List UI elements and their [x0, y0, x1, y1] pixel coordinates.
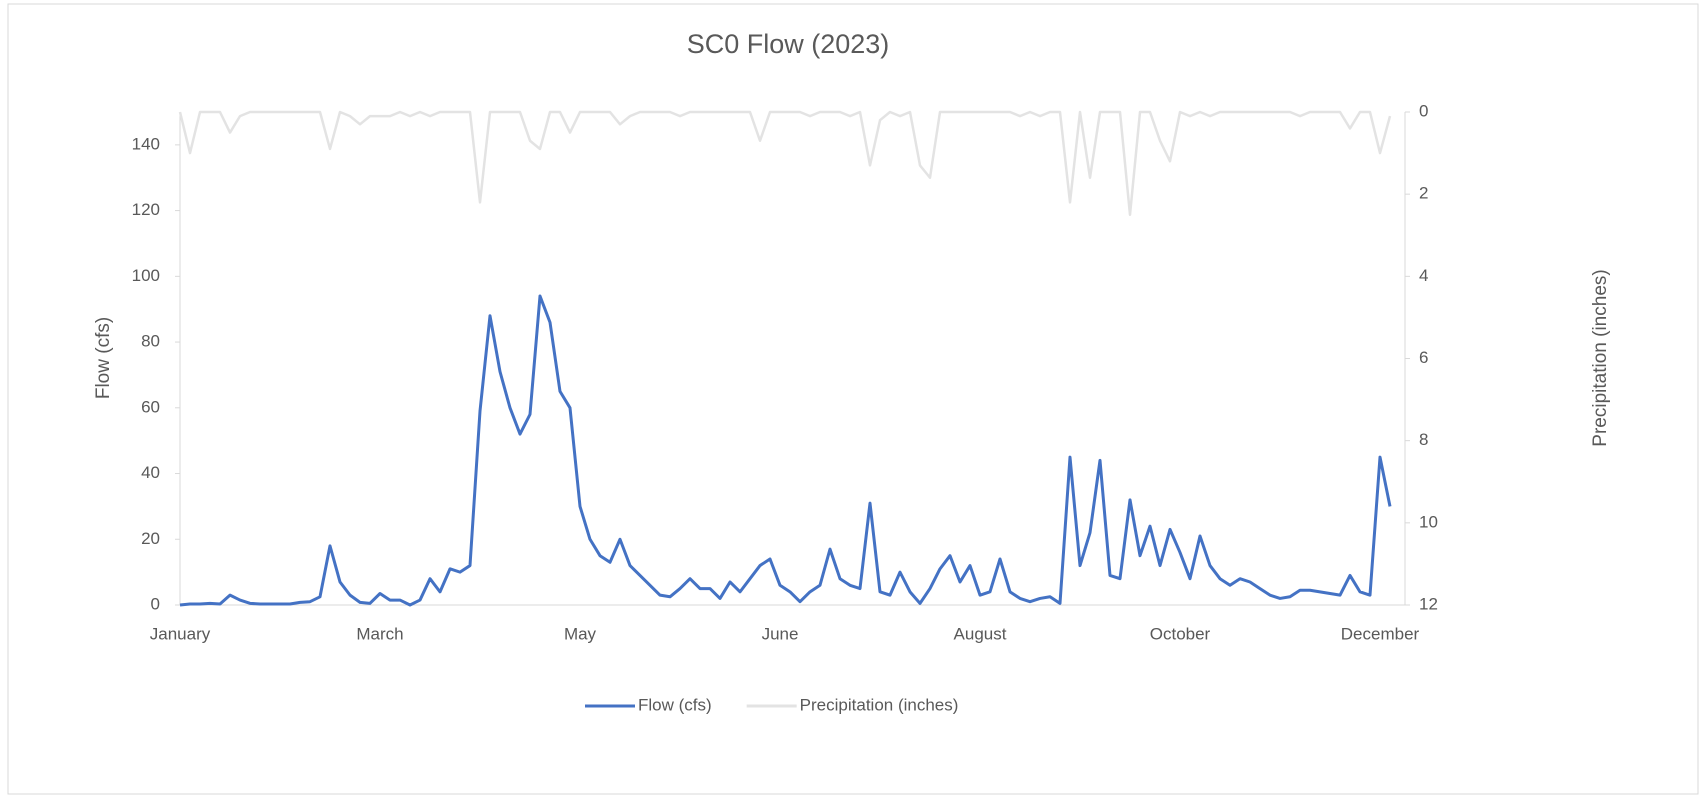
- y-tick-label: 40: [141, 463, 160, 482]
- y-tick-label: 100: [132, 266, 160, 285]
- x-tick-label: January: [150, 624, 211, 643]
- y2-tick-label: 8: [1419, 430, 1428, 449]
- x-tick-label: December: [1341, 624, 1420, 643]
- y-tick-label: 60: [141, 397, 160, 416]
- x-tick-label: June: [762, 624, 799, 643]
- y-tick-label: 0: [151, 594, 160, 613]
- y2-tick-label: 6: [1419, 348, 1428, 367]
- chart-frame: [7, 3, 1699, 795]
- y2-tick-label: 4: [1419, 266, 1428, 285]
- y-tick-label: 80: [141, 332, 160, 351]
- x-tick-label: October: [1150, 624, 1211, 643]
- legend-label: Flow (cfs): [638, 695, 712, 714]
- y-axis-label: Flow (cfs): [93, 317, 114, 399]
- y2-axis-label: Precipitation (inches): [1590, 269, 1611, 446]
- series-line: [178, 110, 1392, 216]
- x-tick-label: August: [954, 624, 1007, 643]
- y-tick-label: 140: [132, 134, 160, 153]
- y-tick-label: 120: [132, 200, 160, 219]
- y2-tick-label: 10: [1419, 512, 1438, 531]
- y2-tick-label: 0: [1419, 101, 1428, 120]
- legend-label: Precipitation (inches): [800, 695, 959, 714]
- series-line: [179, 294, 1392, 607]
- x-tick-label: March: [356, 624, 403, 643]
- y-tick-label: 20: [141, 529, 160, 548]
- y2-tick-label: 12: [1419, 594, 1438, 613]
- y2-tick-label: 2: [1419, 184, 1428, 203]
- chart-title: SC0 Flow (2023): [687, 29, 890, 59]
- x-tick-label: May: [564, 624, 597, 643]
